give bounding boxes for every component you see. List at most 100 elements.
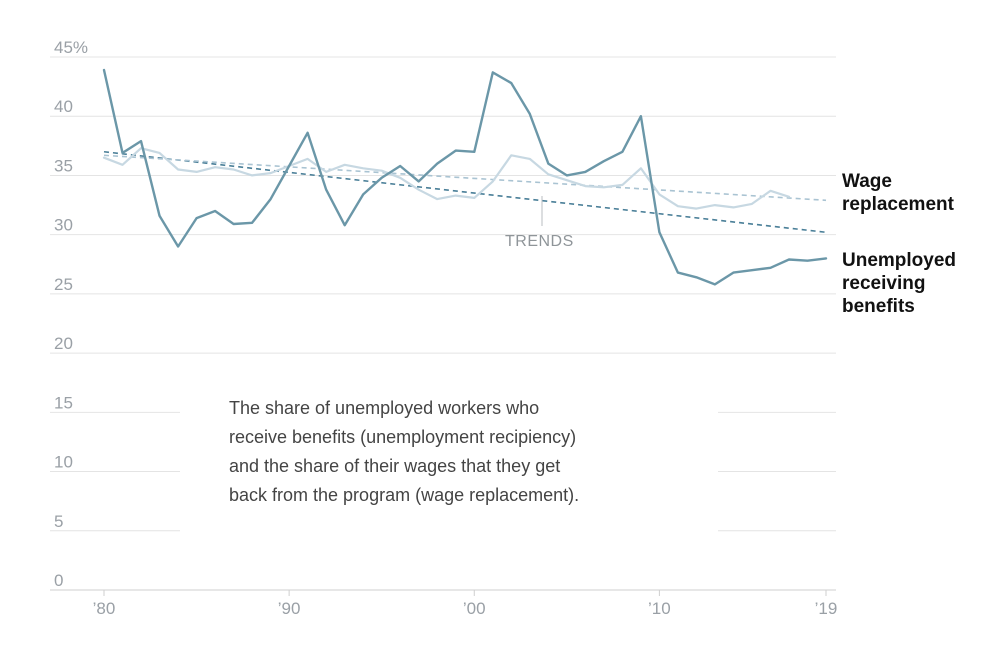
data-point-unemployed-receiving <box>177 245 179 247</box>
data-point-unemployed-receiving <box>362 193 364 195</box>
x-tick-label: ’00 <box>463 599 486 618</box>
data-point-wage-replacement <box>529 158 531 160</box>
data-point-unemployed-receiving <box>325 189 327 191</box>
data-point-wage-replacement <box>677 205 679 207</box>
data-point-unemployed-receiving <box>732 271 734 273</box>
data-point-unemployed-receiving <box>658 231 660 233</box>
data-point-unemployed-receiving <box>140 140 142 142</box>
data-point-unemployed-receiving <box>306 132 308 134</box>
data-point-wage-replacement <box>325 171 327 173</box>
data-point-wage-replacement <box>603 186 605 188</box>
data-point-unemployed-receiving <box>288 165 290 167</box>
data-point-unemployed-receiving <box>455 149 457 151</box>
data-point-wage-replacement <box>751 203 753 205</box>
x-tick-label: ’10 <box>648 599 671 618</box>
data-point-unemployed-receiving <box>492 71 494 73</box>
data-point-wage-replacement <box>621 184 623 186</box>
x-tick-label: ’90 <box>278 599 301 618</box>
data-point-wage-replacement <box>306 158 308 160</box>
data-point-wage-replacement <box>769 190 771 192</box>
data-point-wage-replacement <box>269 172 271 174</box>
data-point-unemployed-receiving <box>714 283 716 285</box>
data-point-unemployed-receiving <box>158 215 160 217</box>
wage-replacement-label-line-1: Wage <box>842 171 892 192</box>
y-tick-label: 10 <box>54 453 73 472</box>
data-point-wage-replacement <box>177 168 179 170</box>
data-point-wage-replacement <box>418 189 420 191</box>
y-tick-label: 20 <box>54 334 73 353</box>
y-tick-label: 40 <box>54 97 73 116</box>
data-point-wage-replacement <box>362 167 364 169</box>
y-tick-label: 5 <box>54 512 63 531</box>
data-point-unemployed-receiving <box>695 276 697 278</box>
data-point-unemployed-receiving <box>825 257 827 259</box>
unemployed-receiving-label-line-3: benefits <box>842 296 915 317</box>
data-point-wage-replacement <box>547 173 549 175</box>
gridlines <box>50 56 836 591</box>
data-point-unemployed-receiving <box>214 210 216 212</box>
data-point-wage-replacement <box>566 179 568 181</box>
data-point-unemployed-receiving <box>788 258 790 260</box>
data-point-unemployed-receiving <box>806 260 808 262</box>
annotation-line-2: receive benefits (unemployment recipienc… <box>229 427 576 447</box>
trend-line-wage-replacement <box>103 154 827 202</box>
x-axis-ticks: ’80 ’90 ’00 ’10 ’19 <box>93 590 838 618</box>
data-point-wage-replacement <box>103 157 105 159</box>
unemployed-receiving-label-line-2: receiving <box>842 273 925 294</box>
y-tick-label: 25 <box>54 275 73 294</box>
data-point-wage-replacement <box>695 207 697 209</box>
x-tick-label: ’19 <box>815 599 838 618</box>
data-point-wage-replacement <box>158 152 160 154</box>
data-series <box>102 68 828 286</box>
trends-label: TRENDS <box>505 233 574 250</box>
annotation-line-3: and the share of their wages that they g… <box>229 456 560 476</box>
y-tick-label: 0 <box>54 571 63 590</box>
data-point-unemployed-receiving <box>232 223 234 225</box>
data-point-wage-replacement <box>658 193 660 195</box>
data-point-wage-replacement <box>344 164 346 166</box>
data-point-unemployed-receiving <box>584 171 586 173</box>
data-point-unemployed-receiving <box>751 269 753 271</box>
data-point-wage-replacement <box>732 206 734 208</box>
series-line-unemployed-receiving <box>102 68 828 286</box>
data-point-wage-replacement <box>399 177 401 179</box>
data-point-wage-replacement <box>251 174 253 176</box>
data-point-unemployed-receiving <box>121 152 123 154</box>
y-axis-ticks: 0 5 10 15 20 25 30 35 40 45% <box>54 38 88 590</box>
data-point-unemployed-receiving <box>269 198 271 200</box>
data-point-wage-replacement <box>455 194 457 196</box>
data-point-wage-replacement <box>492 180 494 182</box>
data-point-wage-replacement <box>473 197 475 199</box>
annotation-line-1: The share of unemployed workers who <box>229 398 539 418</box>
x-tick-label: ’80 <box>93 599 116 618</box>
data-point-wage-replacement <box>714 204 716 206</box>
data-point-unemployed-receiving <box>547 162 549 164</box>
annotation-note: The share of unemployed workers who rece… <box>229 398 579 505</box>
wage-replacement-label-line-2: replacement <box>842 194 955 215</box>
data-point-unemployed-receiving <box>621 151 623 153</box>
data-point-wage-replacement <box>788 196 790 198</box>
wage-replacement-label: Wage replacement <box>842 171 955 215</box>
trend-lines <box>103 150 827 234</box>
data-point-unemployed-receiving <box>399 165 401 167</box>
data-point-wage-replacement <box>436 198 438 200</box>
series-line-wage-replacement <box>102 147 791 210</box>
y-tick-label: 35 <box>54 156 73 175</box>
data-point-unemployed-receiving <box>344 224 346 226</box>
data-point-wage-replacement <box>510 154 512 156</box>
data-point-unemployed-receiving <box>418 180 420 182</box>
data-point-unemployed-receiving <box>769 267 771 269</box>
data-point-unemployed-receiving <box>103 69 105 71</box>
data-point-wage-replacement <box>140 147 142 149</box>
data-point-unemployed-receiving <box>677 271 679 273</box>
data-point-unemployed-receiving <box>381 177 383 179</box>
unemployed-receiving-label-line-1: Unemployed <box>842 250 956 271</box>
data-point-wage-replacement <box>640 167 642 169</box>
data-point-unemployed-receiving <box>436 162 438 164</box>
y-tick-label: 30 <box>54 216 73 235</box>
data-point-unemployed-receiving <box>195 217 197 219</box>
data-point-wage-replacement <box>584 185 586 187</box>
unemployed-receiving-label: Unemployed receiving benefits <box>842 250 961 317</box>
data-point-wage-replacement <box>195 171 197 173</box>
